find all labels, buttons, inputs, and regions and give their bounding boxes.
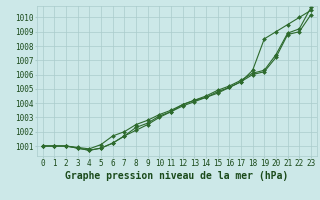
- X-axis label: Graphe pression niveau de la mer (hPa): Graphe pression niveau de la mer (hPa): [65, 171, 288, 181]
